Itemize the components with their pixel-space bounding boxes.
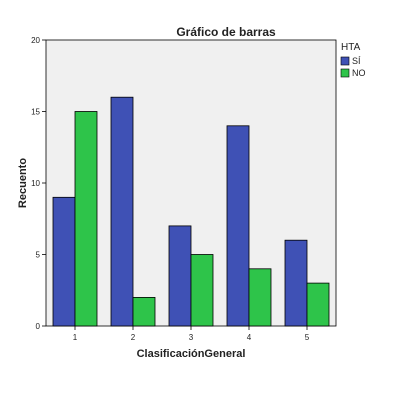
y-tick-label: 20 (31, 36, 40, 45)
x-axis-title: ClasificaciónGeneral (137, 348, 246, 360)
legend: HTA SÍ NO (340, 42, 366, 78)
bar-si-1 (52, 196, 76, 327)
y-tick-label: 0 (36, 322, 41, 331)
bar-si-5 (284, 239, 308, 327)
bars-group (52, 96, 330, 327)
legend-label: SÍ (352, 56, 361, 66)
axes-group: 0 5 10 15 20 1 2 3 4 5 (31, 36, 310, 342)
y-axis-title: Recuento (17, 158, 29, 208)
bar-no-3 (190, 254, 214, 327)
legend-swatch-no (340, 68, 350, 78)
bar-no-4 (248, 268, 272, 327)
bar-no-2 (132, 296, 156, 327)
bar-si-2 (110, 96, 134, 327)
x-tick-label: 2 (131, 333, 136, 342)
x-tick-label: 3 (189, 333, 194, 342)
legend-label: NO (352, 68, 366, 78)
legend-swatch-si (340, 56, 350, 66)
bar-si-4 (226, 125, 250, 327)
x-tick-label: 1 (73, 333, 78, 342)
bar-no-1 (74, 111, 98, 327)
y-tick-label: 15 (31, 108, 40, 117)
y-tick-label: 5 (36, 251, 41, 260)
bar-no-5 (306, 282, 330, 327)
legend-title: HTA (341, 42, 361, 53)
bar-si-3 (168, 225, 192, 327)
chart-title: Gráfico de barras (176, 25, 276, 39)
y-tick-label: 10 (31, 179, 40, 188)
x-tick-label: 5 (305, 333, 310, 342)
x-tick-label: 4 (247, 333, 252, 342)
